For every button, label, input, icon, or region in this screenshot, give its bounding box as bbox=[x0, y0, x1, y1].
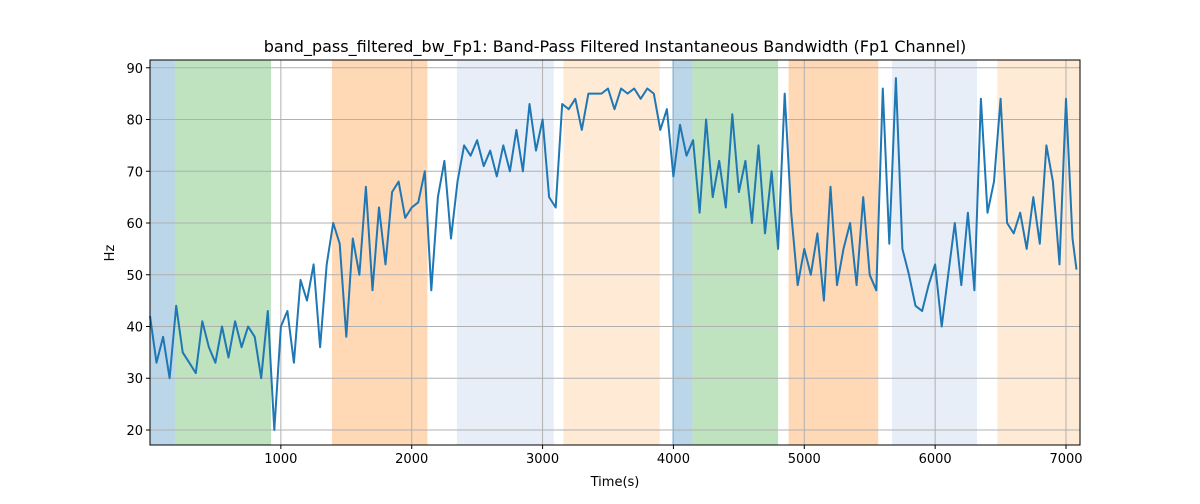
highlight-span bbox=[331, 60, 428, 445]
chart-title: band_pass_filtered_bw_Fp1: Band-Pass Fil… bbox=[264, 37, 967, 57]
y-tick-label: 80 bbox=[126, 114, 143, 129]
highlight-span bbox=[563, 60, 660, 445]
y-tick-label: 90 bbox=[126, 62, 143, 77]
x-tick-label: 6000 bbox=[919, 452, 952, 467]
highlight-span bbox=[672, 60, 693, 445]
highlight-span bbox=[456, 60, 554, 445]
highlight-span bbox=[692, 60, 779, 445]
highlight-span bbox=[150, 60, 175, 445]
y-tick-label: 50 bbox=[126, 269, 143, 284]
y-axis-label: Hz bbox=[103, 245, 118, 262]
x-tick-label: 4000 bbox=[657, 452, 690, 467]
y-tick-label: 70 bbox=[126, 165, 143, 180]
x-tick-label: 1000 bbox=[264, 452, 297, 467]
y-tick-label: 30 bbox=[126, 372, 143, 387]
x-axis-label: Time(s) bbox=[590, 475, 640, 490]
highlight-span bbox=[788, 60, 879, 445]
y-tick-label: 60 bbox=[126, 217, 143, 232]
bandwidth-series-line bbox=[149, 77, 1078, 431]
plot-frame bbox=[149, 59, 1081, 446]
highlight-span bbox=[174, 60, 272, 445]
y-tick-label: 40 bbox=[126, 320, 143, 335]
x-tick-label: 2000 bbox=[395, 452, 428, 467]
x-tick-label: 3000 bbox=[526, 452, 559, 467]
x-tick-label: 5000 bbox=[788, 452, 821, 467]
highlight-span bbox=[891, 60, 978, 445]
x-tick-label: 7000 bbox=[1049, 452, 1082, 467]
y-tick-label: 20 bbox=[126, 424, 143, 439]
